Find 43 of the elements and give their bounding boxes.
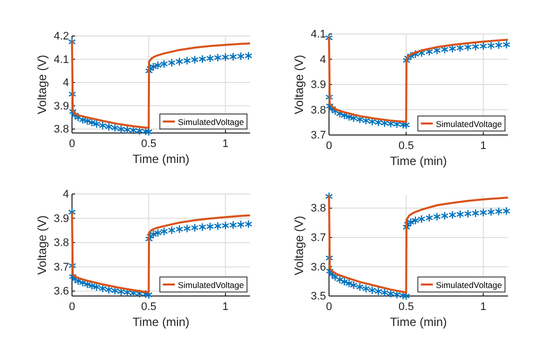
x-axis-title: Time (min): [132, 315, 190, 329]
legend-label: SimulatedVoltage: [436, 280, 502, 290]
x-tick-label: 0: [326, 301, 332, 313]
x-tick-label: 0.5: [398, 301, 414, 313]
legend-label: SimulatedVoltage: [178, 280, 244, 290]
x-axis-title: Time (min): [132, 152, 190, 166]
x-axis-title: Time (min): [390, 315, 447, 329]
y-tick-label: 3.6: [310, 261, 326, 274]
y-axis-title: Voltage (V): [35, 215, 49, 275]
legend-label: SimulatedVoltage: [178, 117, 244, 127]
x-tick-label: 0: [68, 301, 76, 313]
y-tick-label: 3.8: [310, 202, 326, 215]
x-tick-label: 1: [480, 140, 486, 152]
x-tick-label: 0.5: [398, 140, 414, 152]
y-tick-label: 4.1: [54, 54, 69, 66]
x-tick-label: 0: [68, 138, 76, 150]
y-tick-label: 3.9: [310, 79, 326, 92]
y-tick-label: 4.1: [310, 28, 326, 41]
y-tick-label: 3.7: [310, 232, 326, 244]
x-tick-label: 1: [480, 301, 486, 313]
y-tick-label: 3.7: [54, 261, 69, 274]
x-tick-label: 1: [222, 301, 229, 313]
y-tick-label: 3.6: [54, 286, 69, 298]
y-tick-label: 4: [62, 188, 69, 201]
x-tick-label: 0.5: [141, 301, 156, 313]
y-axis-title: Voltage (V): [292, 216, 306, 276]
x-tick-label: 0: [326, 140, 332, 152]
y-tick-label: 4: [62, 77, 69, 90]
y-tick-label: 4.2: [54, 30, 69, 43]
y-tick-label: 3.9: [54, 212, 69, 225]
y-tick-label: 3.9: [54, 100, 69, 112]
y-tick-label: 3.8: [54, 124, 69, 136]
y-tick-label: 3.7: [310, 130, 326, 142]
x-tick-label: 0.5: [141, 138, 156, 150]
x-tick-label: 1: [222, 138, 229, 150]
legend-label: SimulatedVoltage: [436, 119, 502, 129]
y-tick-label: 4: [320, 54, 326, 66]
y-tick-label: 3.8: [310, 104, 326, 116]
y-axis-title: Voltage (V): [35, 54, 49, 114]
y-tick-label: 3.5: [310, 290, 326, 303]
x-axis-title: Time (min): [390, 154, 447, 168]
y-tick-label: 3.8: [54, 237, 69, 250]
y-axis-title: Voltage (V): [292, 54, 306, 114]
